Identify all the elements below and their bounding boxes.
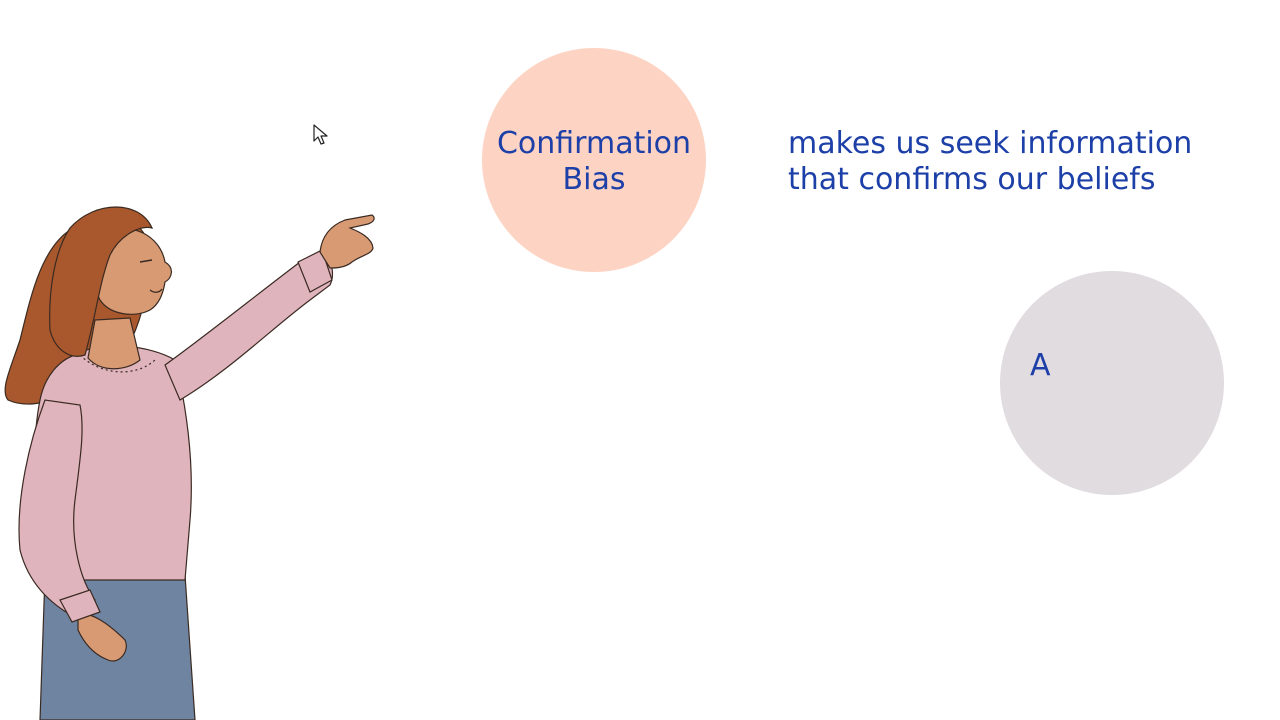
term-line-2: Bias <box>562 162 626 197</box>
definition-line-2: that confirms our beliefs <box>788 162 1156 197</box>
term-line-1: Confirmation <box>496 126 692 161</box>
definition-line-1: makes us seek information <box>788 126 1193 161</box>
term-label: Confirmation Bias <box>482 126 706 198</box>
mouse-pointer-icon <box>313 124 328 145</box>
definition-text: makes us seek information that confirms … <box>788 126 1192 198</box>
presenter-illustration <box>4 206 375 720</box>
term-bubble <box>482 48 706 272</box>
next-bubble <box>1000 271 1224 495</box>
next-bubble-letter: A <box>1030 348 1051 383</box>
